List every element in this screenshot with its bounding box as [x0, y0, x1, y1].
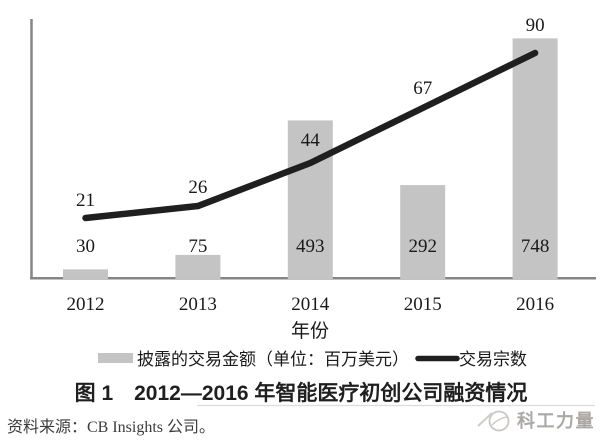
x-tick-label-2015: 2015 — [404, 294, 442, 315]
line-value-label-2013: 26 — [188, 177, 207, 198]
bar-2015 — [400, 185, 446, 279]
watermark-logo-detail-icon — [491, 416, 508, 426]
line-value-label-2012: 21 — [76, 190, 95, 211]
bar-2016 — [512, 38, 558, 279]
bar-value-label-2013: 75 — [188, 236, 207, 257]
watermark: 科工力量 — [477, 410, 595, 432]
watermark-text: 科工力量 — [517, 410, 595, 431]
legend-bar-swatch — [98, 353, 133, 363]
bar-series — [63, 38, 558, 279]
bar-2012 — [63, 269, 108, 279]
deal-count-line — [82, 49, 539, 222]
bar-value-label-2016: 748 — [521, 236, 550, 257]
x-tick-label-2013: 2013 — [179, 294, 217, 315]
x-axis-title: 年份 — [291, 320, 329, 342]
source-note: 资料来源：CB Insights 公司。 — [7, 418, 215, 436]
bar-2013 — [175, 254, 221, 279]
legend-bar-label: 披露的交易金额（单位：百万美元） — [137, 350, 409, 369]
bar-2014 — [287, 120, 333, 279]
x-tick-label-2014: 2014 — [291, 294, 330, 315]
x-tick-label-2016: 2016 — [516, 294, 554, 315]
legend-line-label: 交易宗数 — [459, 350, 527, 369]
watermark-logo-icon — [488, 410, 510, 432]
watermark-swoosh-icon — [477, 412, 493, 427]
bar-value-label-2015: 292 — [408, 236, 437, 257]
bar-value-label-2014: 493 — [296, 236, 325, 257]
bar-value-labels: 30 75 493 292 748 — [76, 236, 549, 257]
x-axis-tick-labels: 2012 2013 2014 2015 2016 — [67, 294, 555, 315]
line-value-label-2014: 44 — [301, 130, 321, 151]
line-value-label-2016: 90 — [526, 15, 545, 36]
bar-value-label-2012: 30 — [76, 236, 95, 257]
line-value-label-2015: 67 — [413, 78, 432, 99]
legend: 披露的交易金额（单位：百万美元） 交易宗数 — [98, 350, 527, 369]
line-value-labels: 21 26 44 67 90 — [76, 15, 545, 211]
x-tick-label-2012: 2012 — [67, 294, 105, 315]
line-series — [82, 49, 539, 222]
figure-caption: 图 1 2012—2016 年智能医疗初创公司融资情况 — [75, 381, 528, 405]
